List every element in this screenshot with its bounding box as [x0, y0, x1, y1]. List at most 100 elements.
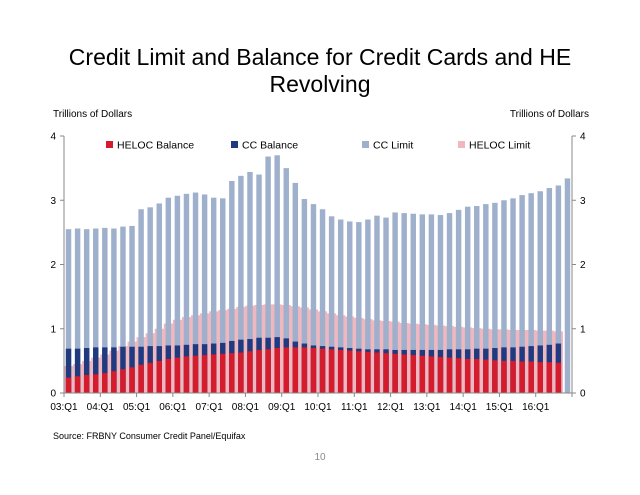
- heloc-balance-bar: [138, 364, 144, 393]
- heloc-balance-bar: [383, 353, 389, 393]
- left-tick-label: 3: [50, 196, 56, 207]
- left-tick-label: 2: [50, 260, 56, 271]
- source-note: Source: FRBNY Consumer Credit Panel/Equi…: [53, 431, 246, 441]
- cc-limit-bar: [410, 213, 416, 393]
- cc-limit-bar: [365, 219, 371, 393]
- heloc-balance-bar: [392, 353, 398, 393]
- cc-limit-bar: [564, 178, 571, 393]
- cc-limit-bar: [247, 171, 253, 393]
- heloc-balance-bar: [220, 353, 226, 393]
- cc-balance-bar: [93, 347, 99, 393]
- heloc-balance-bar: [546, 362, 553, 393]
- heloc-balance-bar: [474, 358, 480, 393]
- cc-limit-bar: [283, 168, 289, 393]
- right-tick-label: 1: [580, 324, 586, 335]
- heloc-balance-bar: [74, 376, 81, 393]
- cc-limit-bar: [428, 214, 435, 393]
- x-tick-label: 03:Q1: [50, 402, 78, 413]
- heloc-balance-bar: [256, 349, 262, 393]
- cc-balance-bar: [102, 347, 108, 393]
- page-number: 10: [314, 452, 326, 463]
- heloc-balance-bar: [229, 353, 235, 393]
- heloc-balance-bar: [65, 377, 72, 393]
- heloc-balance-bar: [401, 354, 407, 393]
- left-axis-unit-label: Trillions of Dollars: [53, 109, 133, 120]
- legend-label: CC Balance: [242, 140, 298, 152]
- heloc-balance-bar: [347, 350, 353, 393]
- heloc-balance-bar: [510, 360, 516, 393]
- cc-limit-bar: [210, 197, 217, 393]
- heloc-balance-bar: [337, 349, 344, 393]
- cc-limit-bar: [74, 228, 81, 393]
- x-tick-label: 16:Q1: [522, 402, 550, 413]
- heloc-balance-bar: [247, 351, 253, 393]
- cc-limit-bar: [165, 197, 172, 393]
- cc-limit-bar: [83, 229, 90, 393]
- heloc-balance-bar: [555, 362, 562, 393]
- cc-limit-bar: [93, 228, 99, 393]
- left-tick-label: 0: [50, 389, 56, 400]
- heloc-balance-bar: [111, 371, 117, 393]
- cc-limit-bar: [492, 202, 498, 393]
- x-tick-label: 08:Q1: [232, 402, 260, 413]
- heloc-balance-bar: [374, 352, 380, 393]
- chart-title: Credit Limit and Balance for Credit Card…: [40, 44, 600, 98]
- cc-limit-bar: [383, 217, 389, 393]
- right-tick-label: 4: [580, 132, 586, 143]
- heloc-balance-bar: [238, 352, 244, 393]
- heloc-balance-bar: [528, 361, 534, 393]
- cc-limit-bar: [501, 200, 507, 393]
- legend-label: CC Limit: [373, 140, 413, 152]
- x-tick-label: 11:Q1: [341, 402, 368, 413]
- legend: HELOC Balance CC Balance CC Limit HELOC Lim…: [106, 140, 530, 152]
- axes: 0 0 1 1 2 2 3 3 4 4 03:Q1 04:Q1 05:Q1 06:Q1 07:Q1 08:Q1…: [50, 132, 586, 414]
- x-tick-label: 10:Q1: [304, 402, 332, 413]
- x-tick-label: 04:Q1: [87, 402, 115, 413]
- cc-limit-bar: [147, 207, 153, 393]
- x-tick-label: 12:Q1: [377, 402, 405, 413]
- cc-limit-bar: [310, 204, 317, 393]
- heloc-balance-bar: [283, 347, 289, 393]
- cc-limit-bar: [129, 225, 135, 393]
- x-tick-label: 15:Q1: [486, 402, 514, 413]
- bars-area: [64, 155, 571, 393]
- x-tick-label: 06:Q1: [159, 402, 187, 413]
- heloc-balance-bar: [201, 355, 208, 393]
- title-line-1: Credit Limit and Balance for Credit Card…: [68, 44, 572, 70]
- heloc-balance-bar: [174, 357, 181, 393]
- cc-limit-bar: [546, 188, 553, 393]
- cc-limit-bar: [555, 185, 562, 393]
- heloc-balance-bar: [464, 358, 471, 393]
- cc-limit-bar: [192, 192, 199, 393]
- heloc-balance-bar: [265, 349, 271, 393]
- legend-swatch: [231, 141, 238, 148]
- cc-limit-bar: [446, 213, 453, 393]
- heloc-balance-bar: [83, 375, 90, 393]
- cc-balance-bar: [83, 348, 90, 393]
- heloc-balance-bar: [365, 351, 371, 393]
- cc-limit-bar: [528, 193, 534, 393]
- cc-limit-bar: [265, 156, 271, 393]
- heloc-balance-bar: [301, 347, 308, 393]
- cc-limit-bar: [510, 198, 516, 393]
- cc-limit-bar: [138, 209, 144, 393]
- heloc-balance-bar: [93, 374, 99, 393]
- cc-balance-bar: [111, 347, 117, 393]
- cc-limit-bar: [374, 215, 380, 393]
- x-tick-label: 07:Q1: [196, 402, 224, 413]
- cc-limit-bar: [229, 180, 235, 393]
- heloc-balance-bar: [537, 362, 543, 393]
- x-tick-label: 14:Q1: [450, 402, 478, 413]
- cc-balance-bar: [74, 348, 81, 393]
- heloc-balance-bar: [501, 360, 507, 393]
- heloc-balance-bar: [328, 349, 335, 393]
- heloc-balance-bar: [356, 351, 362, 393]
- cc-limit-bar: [111, 228, 117, 393]
- heloc-balance-bar: [410, 355, 416, 393]
- right-tick-label: 0: [580, 389, 586, 400]
- left-tick-label: 1: [50, 324, 56, 335]
- cc-limit-bar: [483, 204, 489, 393]
- x-tick-label: 05:Q1: [123, 402, 151, 413]
- cc-limit-bar: [419, 214, 426, 393]
